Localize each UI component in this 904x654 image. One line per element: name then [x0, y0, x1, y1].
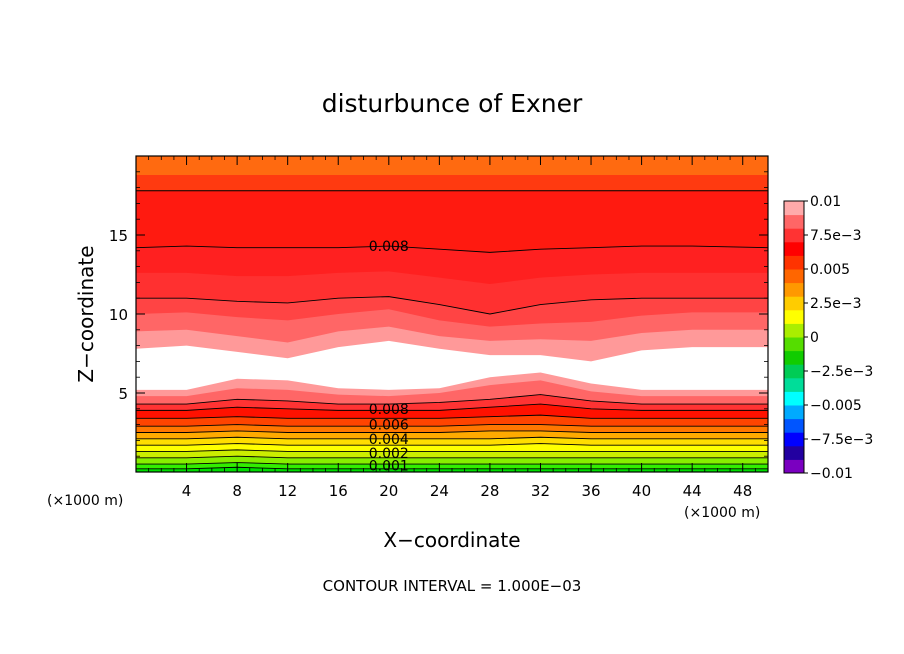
x-unit-right: (×1000 m)	[684, 505, 760, 521]
colorbar-swatch	[784, 269, 804, 284]
x-tick-label: 4	[182, 482, 192, 500]
chart-title: disturbunce of Exner	[322, 89, 583, 118]
colorbar-swatch	[784, 296, 804, 311]
x-tick-label: 44	[683, 482, 702, 500]
colorbar-swatch	[784, 323, 804, 338]
colorbar-swatch	[784, 364, 804, 379]
x-axis-ticks: 4 8 12 16 20 24 28 32 36 40 44 48	[148, 156, 756, 500]
colorbar-swatch	[784, 391, 804, 406]
colorbar-tick-label: 2.5e−3	[810, 296, 862, 312]
colorbar-tick-label: 0	[810, 330, 819, 346]
x-tick-label: 24	[430, 482, 449, 500]
contour-label: 0.008	[369, 239, 409, 255]
contour-line	[136, 455, 768, 459]
colorbar-swatch	[784, 309, 804, 324]
x-tick-label: 48	[733, 482, 752, 500]
y-axis-ticks: 5 10 15	[109, 171, 768, 457]
contour-line	[136, 436, 768, 440]
colorbar-swatch	[784, 228, 804, 243]
y-tick-label: 15	[109, 227, 128, 245]
contour-line	[136, 430, 768, 433]
x-tick-label: 12	[278, 482, 297, 500]
colorbar-swatch	[784, 282, 804, 297]
contour-line	[136, 414, 768, 419]
y-tick-label: 5	[118, 385, 128, 403]
colorbar-swatch	[784, 459, 804, 474]
colorbar-swatch	[784, 432, 804, 447]
colorbar-tick-label: −0.005	[810, 398, 862, 414]
x-unit-left: (×1000 m)	[47, 493, 123, 509]
colorbar-swatch	[784, 214, 804, 229]
contour-line	[136, 394, 768, 405]
contour-label: 0.002	[369, 446, 409, 462]
contour-label: 0.008	[369, 402, 409, 418]
colorbar-swatch	[784, 418, 804, 433]
colorbar-swatch	[784, 445, 804, 460]
contour-line	[136, 296, 768, 315]
x-axis-label: X−coordinate	[383, 528, 520, 552]
colorbar-tick-label: −0.01	[810, 466, 853, 482]
colorbar-tick-label: 0.005	[810, 262, 850, 278]
x-tick-label: 32	[531, 482, 550, 500]
colorbar-swatch	[784, 350, 804, 365]
contour-line	[136, 403, 768, 411]
x-tick-label: 28	[480, 482, 499, 500]
contour-line	[136, 443, 768, 446]
y-axis-label: Z−coordinate	[74, 245, 98, 382]
colorbar-swatch	[784, 337, 804, 352]
contour-label: 0.006	[369, 418, 409, 434]
colorbar: 0.01 7.5e−3 0.005 2.5e−3 0 −2.5e−3 −0.005 −7.5e…	[783, 194, 873, 482]
colorbar-swatch	[784, 405, 804, 420]
colorbar-tick-label: 0.01	[810, 194, 841, 210]
contour-line	[136, 449, 768, 452]
contour-label: 0.004	[369, 432, 409, 448]
colorbar-tick-label: −7.5e−3	[810, 432, 873, 448]
colorbar-swatch	[784, 377, 804, 392]
x-tick-label: 8	[232, 482, 242, 500]
colorbar-swatch	[784, 241, 804, 256]
contour-interval-footer: CONTOUR INTERVAL = 1.000E−03	[323, 577, 582, 595]
x-tick-label: 36	[581, 482, 600, 500]
colorbar-swatch	[784, 201, 804, 216]
x-tick-label: 20	[379, 482, 398, 500]
colorbar-swatch	[784, 255, 804, 270]
colorbar-tick-label: −2.5e−3	[810, 364, 873, 380]
colorbar-tick-label: 7.5e−3	[810, 228, 862, 244]
y-tick-label: 10	[109, 306, 128, 324]
x-tick-label: 40	[632, 482, 651, 500]
contour-line	[135, 245, 769, 253]
contour-line	[136, 424, 768, 427]
x-tick-label: 16	[329, 482, 348, 500]
